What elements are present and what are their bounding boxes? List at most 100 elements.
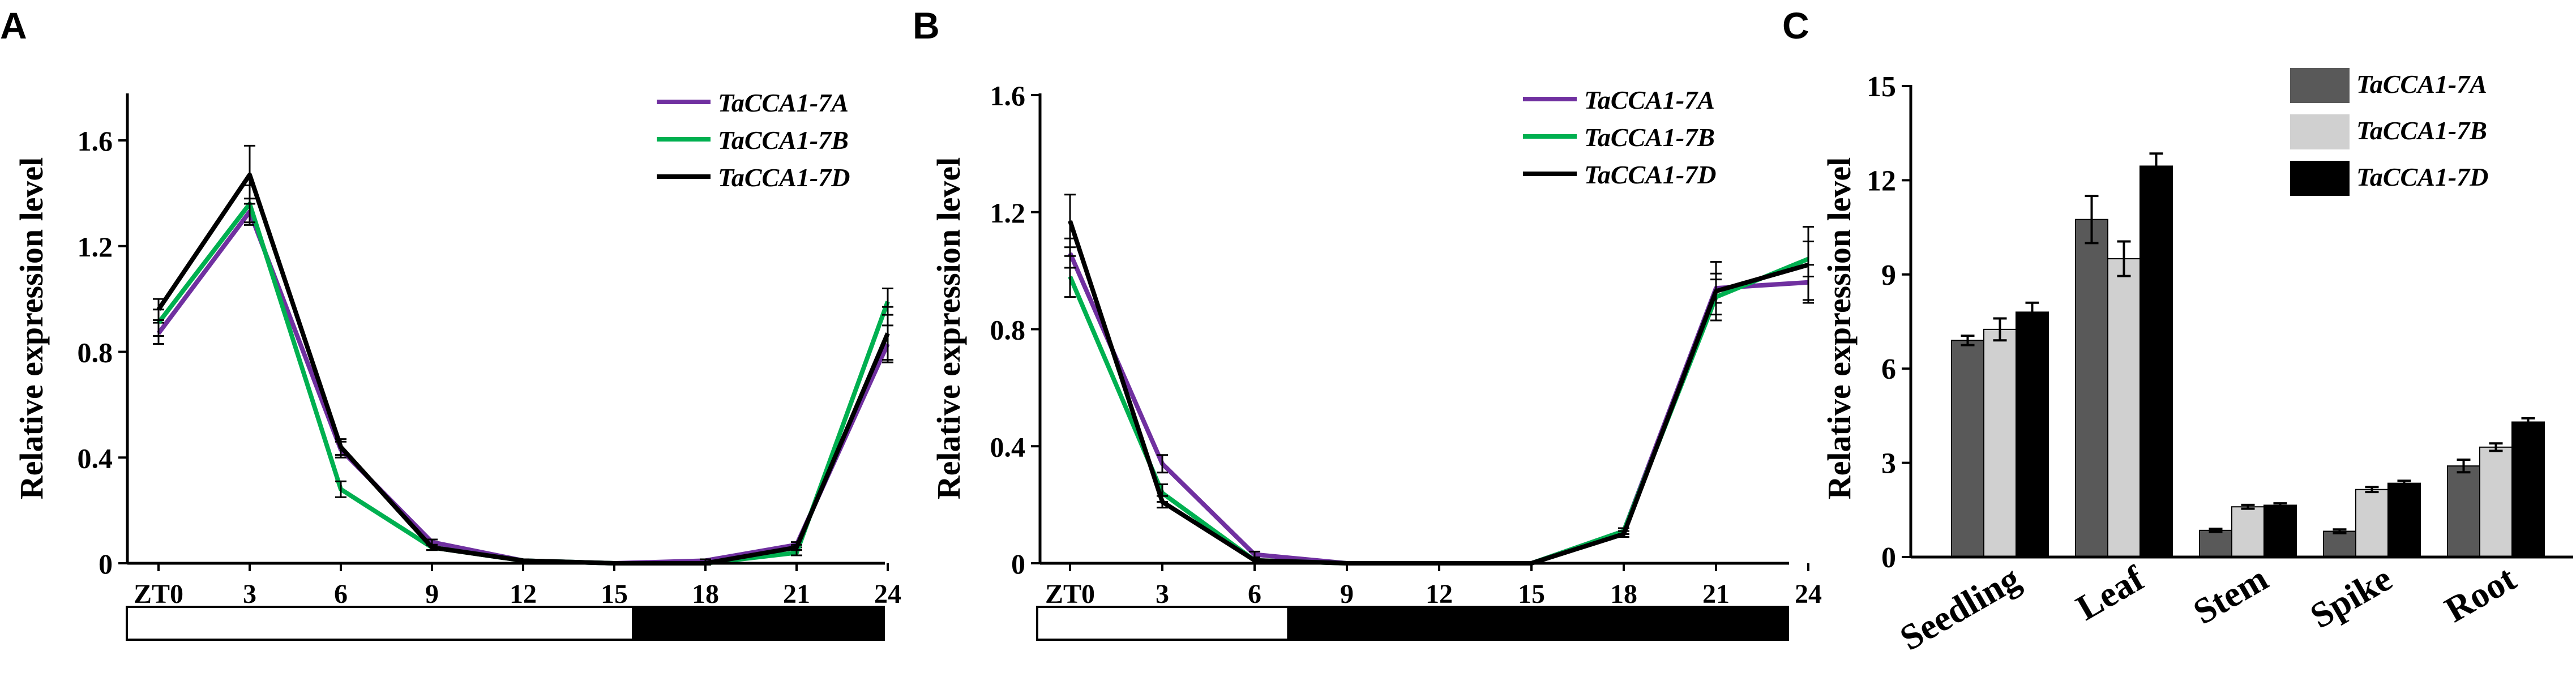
y-ticks-b: 0 0.4 0.8 1.2 1.6 bbox=[990, 80, 1040, 580]
error-bar bbox=[1157, 495, 1168, 509]
bar-TaCCA1-7A bbox=[1951, 340, 1984, 558]
x-tick-label: 6 bbox=[334, 579, 348, 609]
y-tick-label: 1.2 bbox=[78, 231, 113, 263]
x-tick-label: 12 bbox=[510, 579, 537, 609]
legend-label: TaCCA1-7A bbox=[718, 88, 849, 117]
x-tick-label: 3 bbox=[243, 579, 256, 609]
legend-b: TaCCA1-7A TaCCA1-7B TaCCA1-7D bbox=[1523, 85, 1716, 189]
bar-TaCCA1-7B bbox=[2355, 489, 2389, 558]
error-bar bbox=[791, 543, 802, 551]
x-tick-label: 21 bbox=[1702, 579, 1730, 609]
legend-a: TaCCA1-7A TaCCA1-7B TaCCA1-7D bbox=[657, 88, 850, 192]
error-bar bbox=[335, 438, 346, 456]
x-tick-label: 21 bbox=[783, 579, 810, 609]
error-bar bbox=[1710, 261, 1722, 322]
y-tick-label: 0.4 bbox=[78, 442, 113, 474]
bar-TaCCA1-7A bbox=[2447, 465, 2480, 558]
error-bar bbox=[2025, 301, 2039, 323]
series-line-TaCCA1-7A bbox=[1068, 252, 1809, 566]
y-tick-label: 3 bbox=[1881, 448, 1896, 480]
legend-label: TaCCA1-7A bbox=[1584, 85, 1715, 114]
category-label: Spike bbox=[2304, 558, 2399, 636]
error-bar bbox=[2273, 502, 2287, 508]
legend-label: TaCCA1-7D bbox=[1584, 160, 1716, 189]
series-line-TaCCA1-7D bbox=[1068, 220, 1809, 566]
bar-TaCCA1-7A bbox=[2323, 530, 2356, 558]
x-tick-label: 9 bbox=[425, 579, 439, 609]
x-tick-label: 12 bbox=[1426, 579, 1453, 609]
y-tick-label: 0.8 bbox=[78, 337, 113, 369]
panel-a: A Relative expression level 0 0.4 0.8 1.2 1.… bbox=[0, 5, 901, 641]
legend-swatch bbox=[2290, 161, 2350, 196]
y-ticks-a: 0 0.4 0.8 1.2 1.6 bbox=[78, 125, 127, 580]
light-period bbox=[1038, 608, 1287, 639]
y-tick-label: 6 bbox=[1881, 353, 1896, 386]
panel-c: C Relative expression level 0 3 6 9 12 15 See… bbox=[1782, 5, 2573, 658]
error-bar bbox=[2085, 195, 2099, 245]
error-bar bbox=[1961, 334, 1975, 346]
error-bar bbox=[1993, 317, 2007, 342]
y-tick-label: 15 bbox=[1867, 71, 1896, 103]
y-tick-label: 1.6 bbox=[78, 125, 113, 157]
error-bar bbox=[2333, 528, 2347, 534]
y-tick-label: 9 bbox=[1881, 259, 1896, 292]
bar-TaCCA1-7B bbox=[2479, 446, 2513, 558]
legend-label: TaCCA1-7B bbox=[2356, 116, 2487, 145]
panel-label-c: C bbox=[1782, 5, 1809, 46]
x-tick-label: 15 bbox=[601, 579, 628, 609]
photoperiod-bar-a bbox=[126, 606, 885, 641]
legend-label: TaCCA1-7A bbox=[2356, 70, 2487, 99]
error-bar bbox=[2457, 459, 2471, 474]
bar-TaCCA1-7D bbox=[2387, 482, 2421, 558]
legend-c: TaCCA1-7A TaCCA1-7B TaCCA1-7D bbox=[2290, 68, 2488, 196]
bar-TaCCA1-7D bbox=[2511, 421, 2545, 558]
legend-label: TaCCA1-7D bbox=[718, 163, 850, 192]
error-bar bbox=[2209, 528, 2223, 533]
y-axis-label-b: Relative expression level bbox=[930, 157, 967, 500]
y-tick-label: 0 bbox=[1011, 548, 1025, 580]
x-tick-label: ZT0 bbox=[1045, 579, 1095, 609]
category-label: Stem bbox=[2186, 558, 2275, 632]
bars-c bbox=[1951, 152, 2545, 558]
x-tick-label: 24 bbox=[874, 579, 901, 609]
bar-TaCCA1-7D bbox=[2016, 311, 2049, 558]
y-tick-label: 1.6 bbox=[990, 80, 1026, 112]
bar-TaCCA1-7D bbox=[2263, 504, 2297, 558]
error-bar bbox=[882, 306, 893, 361]
error-bar bbox=[2365, 486, 2379, 494]
x-tick-label: 18 bbox=[692, 579, 719, 609]
y-tick-label: 1.2 bbox=[990, 197, 1026, 229]
legend-swatch bbox=[2290, 114, 2350, 149]
x-tick-label: 15 bbox=[1518, 579, 1545, 609]
error-bar bbox=[1803, 226, 1814, 304]
photoperiod-bar-b bbox=[1036, 606, 1789, 641]
error-bar bbox=[335, 480, 346, 498]
bar-TaCCA1-7A bbox=[2075, 219, 2108, 558]
bar-TaCCA1-7D bbox=[2139, 165, 2173, 558]
legend-label: TaCCA1-7D bbox=[2356, 162, 2488, 191]
x-ticks-a: ZT0 3 6 9 12 15 18 21 24 bbox=[134, 563, 901, 609]
bar-TaCCA1-7B bbox=[1983, 328, 2017, 558]
panel-b: B Relative expression level 0 0.4 0.8 1.2 1.… bbox=[913, 5, 1822, 641]
error-bar bbox=[2149, 152, 2163, 180]
bar-TaCCA1-7B bbox=[2107, 258, 2141, 558]
error-bar bbox=[426, 543, 438, 551]
bar-TaCCA1-7B bbox=[2231, 506, 2265, 558]
error-bar bbox=[2117, 240, 2131, 277]
legend-label: TaCCA1-7B bbox=[1584, 123, 1715, 152]
light-period bbox=[128, 608, 632, 639]
legend-swatch bbox=[2290, 68, 2350, 103]
error-bar bbox=[2489, 442, 2503, 452]
x-tick-label: 24 bbox=[1795, 579, 1822, 609]
x-tick-label: ZT0 bbox=[134, 579, 183, 609]
x-tick-label: 18 bbox=[1610, 579, 1637, 609]
category-label: Seedling bbox=[1893, 558, 2027, 658]
legend-label: TaCCA1-7B bbox=[718, 126, 849, 155]
x-ticks-b: ZT0 3 6 9 12 15 18 21 24 bbox=[1045, 563, 1822, 609]
y-tick-label: 12 bbox=[1867, 165, 1896, 197]
error-bar bbox=[153, 298, 164, 321]
error-bar bbox=[2521, 417, 2535, 427]
error-bar bbox=[2241, 503, 2255, 510]
x-tick-label: 3 bbox=[1156, 579, 1169, 609]
